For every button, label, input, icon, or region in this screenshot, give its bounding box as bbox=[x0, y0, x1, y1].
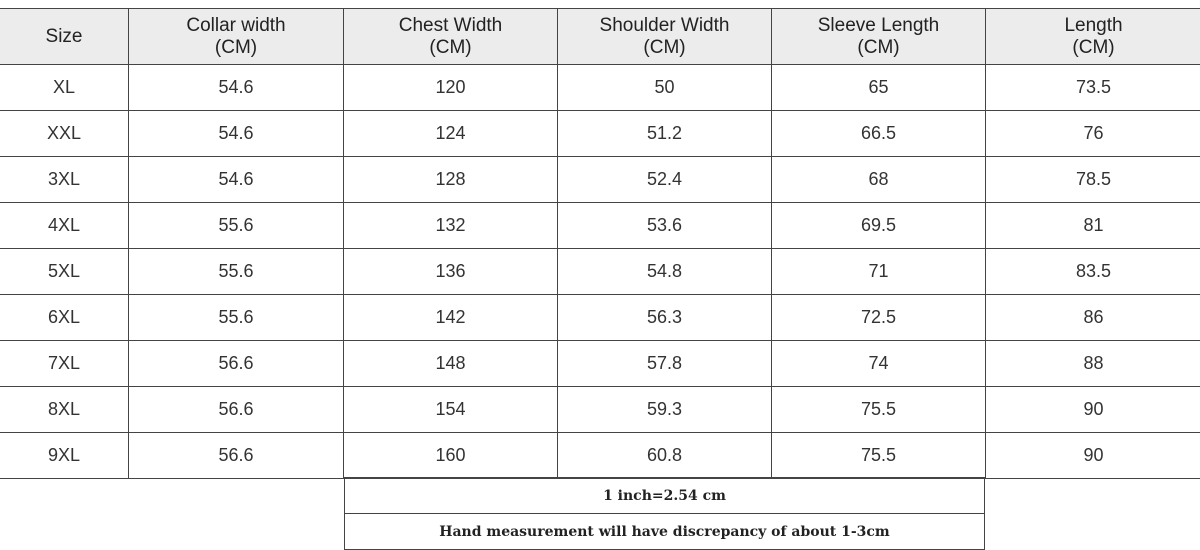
value-cell: 68 bbox=[772, 157, 986, 203]
value-cell: 71 bbox=[772, 249, 986, 295]
value-cell: 55.6 bbox=[129, 249, 344, 295]
column-header: Shoulder Width(CM) bbox=[558, 9, 772, 65]
size-cell: 9XL bbox=[0, 433, 129, 479]
value-cell: 53.6 bbox=[558, 203, 772, 249]
value-cell: 88 bbox=[986, 341, 1200, 387]
value-cell: 60.8 bbox=[558, 433, 772, 479]
value-cell: 51.2 bbox=[558, 111, 772, 157]
column-header: Chest Width(CM) bbox=[344, 9, 558, 65]
value-cell: 128 bbox=[344, 157, 558, 203]
column-header: Collar width(CM) bbox=[129, 9, 344, 65]
conversion-note: 1 inch=2.54 cm bbox=[345, 478, 985, 514]
column-header-line: Chest Width bbox=[344, 15, 557, 37]
size-cell: XL bbox=[0, 65, 129, 111]
column-header-line: Size bbox=[0, 26, 128, 48]
value-cell: 56.6 bbox=[129, 387, 344, 433]
value-cell: 81 bbox=[986, 203, 1200, 249]
value-cell: 142 bbox=[344, 295, 558, 341]
notes-table: 1 inch=2.54 cm Hand measurement will hav… bbox=[344, 477, 985, 550]
value-cell: 54.6 bbox=[129, 157, 344, 203]
value-cell: 73.5 bbox=[986, 65, 1200, 111]
column-header: Sleeve Length(CM) bbox=[772, 9, 986, 65]
column-header-line: (CM) bbox=[344, 37, 557, 59]
column-header-line: (CM) bbox=[986, 37, 1200, 59]
value-cell: 52.4 bbox=[558, 157, 772, 203]
value-cell: 56.6 bbox=[129, 433, 344, 479]
value-cell: 90 bbox=[986, 433, 1200, 479]
size-cell: XXL bbox=[0, 111, 129, 157]
column-header-line: Sleeve Length bbox=[772, 15, 985, 37]
column-header-line: (CM) bbox=[129, 37, 343, 59]
size-cell: 7XL bbox=[0, 341, 129, 387]
discrepancy-note: Hand measurement will have discrepancy o… bbox=[345, 514, 985, 550]
column-header-line: Shoulder Width bbox=[558, 15, 771, 37]
value-cell: 59.3 bbox=[558, 387, 772, 433]
column-header-line: (CM) bbox=[558, 37, 771, 59]
value-cell: 72.5 bbox=[772, 295, 986, 341]
value-cell: 78.5 bbox=[986, 157, 1200, 203]
value-cell: 55.6 bbox=[129, 295, 344, 341]
value-cell: 75.5 bbox=[772, 387, 986, 433]
value-cell: 86 bbox=[986, 295, 1200, 341]
value-cell: 154 bbox=[344, 387, 558, 433]
value-cell: 54.8 bbox=[558, 249, 772, 295]
size-cell: 6XL bbox=[0, 295, 129, 341]
value-cell: 54.6 bbox=[129, 65, 344, 111]
value-cell: 148 bbox=[344, 341, 558, 387]
size-cell: 5XL bbox=[0, 249, 129, 295]
value-cell: 75.5 bbox=[772, 433, 986, 479]
column-header-line: (CM) bbox=[772, 37, 985, 59]
value-cell: 90 bbox=[986, 387, 1200, 433]
value-cell: 120 bbox=[344, 65, 558, 111]
size-cell: 3XL bbox=[0, 157, 129, 203]
size-cell: 4XL bbox=[0, 203, 129, 249]
value-cell: 55.6 bbox=[129, 203, 344, 249]
value-cell: 50 bbox=[558, 65, 772, 111]
column-header: Size bbox=[0, 9, 129, 65]
value-cell: 69.5 bbox=[772, 203, 986, 249]
value-cell: 76 bbox=[986, 111, 1200, 157]
size-cell: 8XL bbox=[0, 387, 129, 433]
column-header-line: Collar width bbox=[129, 15, 343, 37]
value-cell: 56.6 bbox=[129, 341, 344, 387]
value-cell: 83.5 bbox=[986, 249, 1200, 295]
value-cell: 160 bbox=[344, 433, 558, 479]
value-cell: 66.5 bbox=[772, 111, 986, 157]
value-cell: 57.8 bbox=[558, 341, 772, 387]
value-cell: 56.3 bbox=[558, 295, 772, 341]
column-header-line: Length bbox=[986, 15, 1200, 37]
value-cell: 65 bbox=[772, 65, 986, 111]
value-cell: 136 bbox=[344, 249, 558, 295]
column-header: Length(CM) bbox=[986, 9, 1200, 65]
value-cell: 54.6 bbox=[129, 111, 344, 157]
value-cell: 74 bbox=[772, 341, 986, 387]
value-cell: 132 bbox=[344, 203, 558, 249]
value-cell: 124 bbox=[344, 111, 558, 157]
